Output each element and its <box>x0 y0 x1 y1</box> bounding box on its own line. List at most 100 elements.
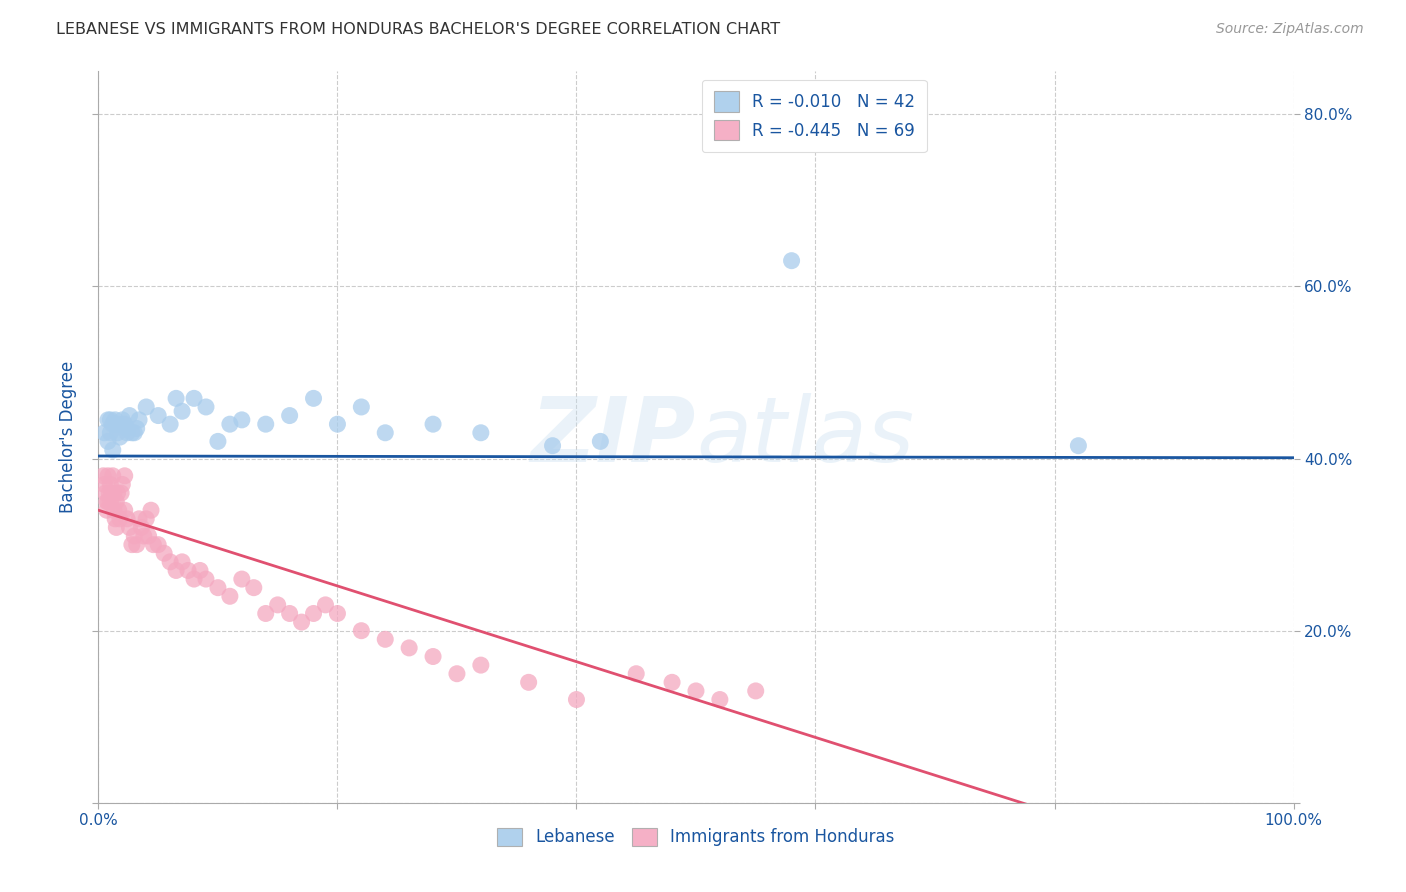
Point <box>159 417 181 432</box>
Point <box>98 494 122 508</box>
Point <box>118 409 141 423</box>
Point <box>243 581 266 595</box>
Point <box>398 640 420 655</box>
Point <box>135 400 157 414</box>
Point <box>121 425 143 440</box>
Point <box>96 494 118 508</box>
Text: Source: ZipAtlas.com: Source: ZipAtlas.com <box>1216 22 1364 37</box>
Point <box>302 607 325 621</box>
Point <box>326 417 349 432</box>
Point <box>148 538 170 552</box>
Point <box>350 624 373 638</box>
Point <box>291 615 314 629</box>
Point <box>165 564 187 578</box>
Point <box>111 477 134 491</box>
Point <box>177 564 200 578</box>
Point <box>326 607 349 621</box>
Point <box>103 486 125 500</box>
Point <box>278 409 301 423</box>
Point <box>96 503 118 517</box>
Point <box>100 486 122 500</box>
Point <box>105 494 128 508</box>
Point <box>315 598 337 612</box>
Point <box>254 607 277 621</box>
Point <box>91 468 114 483</box>
Point <box>97 413 120 427</box>
Point <box>131 520 153 534</box>
Point <box>110 486 132 500</box>
Point <box>231 413 253 427</box>
Point <box>111 413 134 427</box>
Point <box>231 572 253 586</box>
Point <box>589 434 612 449</box>
Point <box>98 486 121 500</box>
Point <box>153 546 176 560</box>
Point <box>115 512 138 526</box>
Point <box>93 477 115 491</box>
Point <box>350 400 373 414</box>
Point <box>685 684 707 698</box>
Point <box>278 607 301 621</box>
Point <box>172 404 194 418</box>
Point <box>101 468 124 483</box>
Point <box>172 555 194 569</box>
Point <box>267 598 290 612</box>
Point <box>188 564 211 578</box>
Point <box>107 425 129 440</box>
Point <box>470 425 492 440</box>
Point <box>1067 439 1090 453</box>
Point <box>132 529 155 543</box>
Point <box>661 675 683 690</box>
Point <box>118 520 141 534</box>
Point <box>108 512 131 526</box>
Point <box>97 494 120 508</box>
Point <box>135 512 157 526</box>
Point <box>517 675 540 690</box>
Point <box>93 425 115 440</box>
Point <box>121 538 143 552</box>
Point <box>183 392 205 406</box>
Point <box>104 512 127 526</box>
Point <box>142 538 165 552</box>
Point <box>107 417 129 432</box>
Point <box>107 486 129 500</box>
Point <box>709 692 731 706</box>
Point <box>148 409 170 423</box>
Point <box>115 425 138 440</box>
Point <box>97 468 120 483</box>
Point <box>107 503 129 517</box>
Point <box>128 512 150 526</box>
Point <box>195 572 218 586</box>
Point <box>219 417 242 432</box>
Point <box>780 253 803 268</box>
Point <box>98 477 122 491</box>
Point <box>565 692 588 706</box>
Point <box>207 581 229 595</box>
Text: atlas: atlas <box>696 393 914 481</box>
Y-axis label: Bachelor's Degree: Bachelor's Degree <box>59 361 77 513</box>
Point <box>541 439 564 453</box>
Text: LEBANESE VS IMMIGRANTS FROM HONDURAS BACHELOR'S DEGREE CORRELATION CHART: LEBANESE VS IMMIGRANTS FROM HONDURAS BAC… <box>56 22 780 37</box>
Point <box>98 425 122 440</box>
Point <box>104 413 127 427</box>
Point <box>128 413 150 427</box>
Point <box>374 425 396 440</box>
Point <box>105 520 128 534</box>
Point <box>101 442 124 457</box>
Point <box>626 666 648 681</box>
Point <box>139 503 162 517</box>
Point <box>183 572 205 586</box>
Point <box>98 413 122 427</box>
Point <box>219 589 242 603</box>
Point <box>195 400 218 414</box>
Point <box>470 658 492 673</box>
Point <box>207 434 229 449</box>
Legend: Lebanese, Immigrants from Honduras: Lebanese, Immigrants from Honduras <box>491 821 901 853</box>
Point <box>302 392 325 406</box>
Point <box>101 417 124 432</box>
Point <box>422 417 444 432</box>
Point <box>125 538 148 552</box>
Point <box>254 417 277 432</box>
Point <box>125 421 148 435</box>
Point <box>115 421 138 435</box>
